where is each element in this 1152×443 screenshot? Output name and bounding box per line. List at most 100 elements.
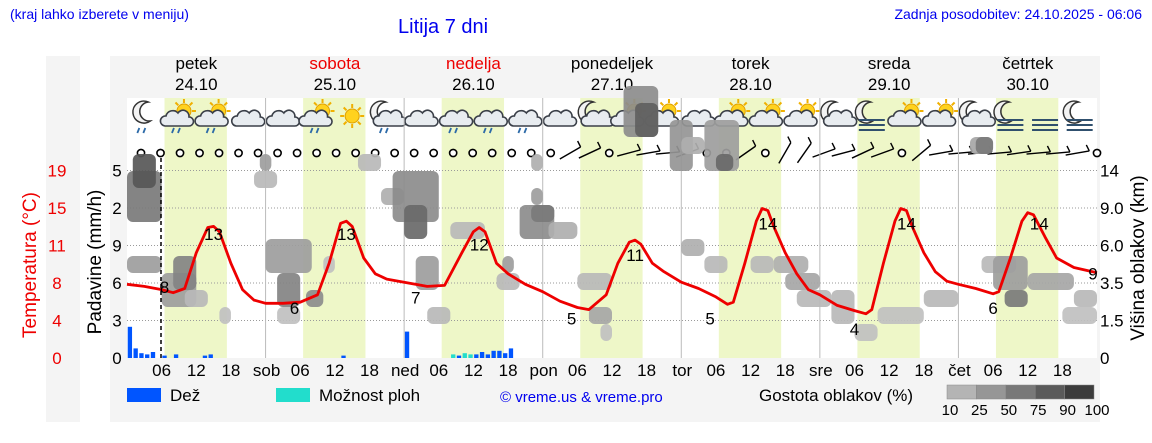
storm-bar [451, 354, 456, 358]
rain-drop [171, 127, 175, 134]
wind-calm-marker [351, 148, 361, 158]
cloud-block [173, 256, 197, 290]
sun-ray [916, 101, 921, 107]
wind-barb-flag [949, 144, 954, 152]
sun-ray [777, 101, 783, 107]
wind-calm-marker [507, 148, 517, 158]
day-date: 30.10 [1006, 75, 1049, 94]
rain-bar [150, 352, 156, 358]
hour-tick: 06 [291, 361, 310, 380]
rain-bar [208, 354, 213, 358]
wind-barb-flag [656, 144, 661, 152]
day-name: sreda [868, 54, 911, 73]
sun-ray [223, 101, 228, 107]
sun-ray [659, 101, 665, 107]
cloud-block [923, 290, 959, 307]
cloud-block [877, 307, 924, 324]
cloud-shape [783, 109, 818, 127]
cloud-height-tick: 1.5 [1100, 312, 1124, 331]
moon-shape [854, 100, 876, 124]
fog-icon [1032, 119, 1059, 131]
legend-cloud-level: 25 [971, 402, 988, 419]
wind-calm-marker [156, 148, 165, 158]
cloud-block [975, 137, 994, 154]
cloud-block [259, 154, 272, 171]
cloud-shape [961, 109, 997, 127]
rain-drop [384, 127, 389, 134]
cloud-block [427, 307, 451, 324]
axes: 0 4 8 11 15 19 0 3 6 9 2 5 0 1.5 3.5 6.0 9.0 14 Temperatur… [20, 162, 1149, 381]
cloud-block [531, 205, 555, 222]
hour-tick: 18 [360, 361, 379, 380]
wind-calm-marker [273, 148, 282, 158]
legend: Dež Možnost ploh © vreme.us & vreme.pro Gos… [127, 384, 1110, 419]
region-hint[interactable]: (kraj lahko izberete v meniju) [10, 6, 189, 22]
wind-barb [778, 142, 792, 164]
cloud-block [577, 273, 612, 290]
hour-tick: 06 [152, 361, 171, 380]
cloud-shape [159, 109, 195, 127]
cloud-density [127, 86, 1097, 341]
cloud-shape [194, 109, 229, 127]
cloud-block [265, 239, 312, 273]
cloud-shape [404, 109, 439, 127]
day-abbreviation: sre [809, 361, 833, 380]
rain-bar [491, 350, 496, 358]
cloud-icon [542, 109, 578, 127]
cloud-rain-icon [508, 109, 543, 134]
legend-cloud-swatch [1005, 384, 1036, 400]
temperature-label: 4 [850, 320, 859, 339]
daylight-band [995, 98, 1059, 358]
cloud-block [404, 205, 428, 239]
hour-tick: 18 [776, 361, 795, 380]
rain-bar [485, 354, 491, 358]
moon-fog-icon [1062, 100, 1093, 131]
temperature-labels: 8 13 6 13 7 12 5 11 5 14 4 14 6 14 9 [160, 215, 1098, 339]
cloud-block [502, 256, 514, 273]
wind-calm-marker [292, 148, 302, 158]
cloud-block [1062, 307, 1097, 324]
wind-barb [636, 150, 661, 156]
moon-rain-icon [132, 100, 154, 134]
cloud-sun-rain-icon [194, 99, 231, 134]
legend-storm-label: Možnost ploh [319, 386, 420, 405]
rain-drop [378, 127, 383, 134]
wind-barb [948, 151, 973, 155]
cloud-rain-icon [473, 109, 509, 134]
wind-barb [735, 145, 757, 161]
rain-drop [142, 127, 147, 134]
sun-ray [951, 101, 956, 107]
wind-barb [928, 150, 953, 156]
hour-tick: 12 [603, 361, 622, 380]
sun-cloud-icon [921, 99, 959, 127]
temperature-label: 14 [897, 215, 916, 234]
temperature-label: 7 [411, 288, 420, 307]
legend-cloud-level: 90 [1059, 402, 1076, 419]
cloud-block [450, 222, 485, 239]
day-date: 29.10 [868, 75, 911, 94]
sun-ray [327, 101, 332, 107]
rain-drop [177, 127, 181, 134]
day-date: 25.10 [314, 75, 357, 94]
cloud-sun-icon [887, 99, 924, 127]
rain-bar [173, 354, 179, 358]
wind-barb-flag [576, 140, 582, 148]
moon-cloud-icon [577, 100, 615, 127]
day-abbreviation: sob [253, 361, 280, 380]
rain-bar [497, 350, 502, 358]
cloud-height-tick: 3.5 [1100, 274, 1124, 293]
rain-drop [517, 127, 522, 134]
daylight-band [303, 98, 366, 358]
cloud-rain-icon [438, 109, 474, 134]
cloud-block [1073, 290, 1097, 307]
cloud-block [1004, 290, 1028, 307]
hour-tick: 18 [637, 361, 656, 380]
cloud-block [531, 188, 543, 205]
rain-drop [448, 127, 452, 134]
cloud-block [254, 171, 278, 188]
rain-bar [145, 354, 150, 358]
cloud-block [704, 256, 728, 273]
precipitation-tick: 2 [112, 199, 121, 218]
wind-calm-marker [1092, 148, 1102, 158]
moon-fog-icon [993, 100, 1024, 131]
